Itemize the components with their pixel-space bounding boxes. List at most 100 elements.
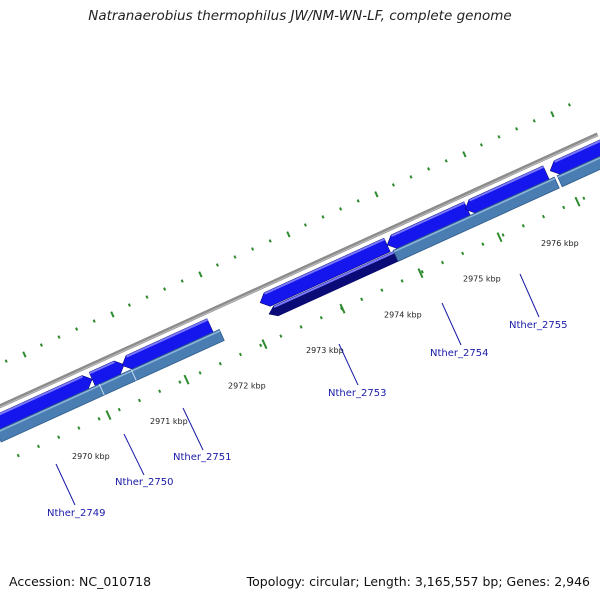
inner-tick bbox=[238, 352, 243, 357]
outer-tick bbox=[4, 359, 8, 363]
inner-tick bbox=[319, 315, 323, 320]
outer-tick bbox=[268, 239, 272, 243]
tick-label: 2974 kbp bbox=[384, 310, 422, 319]
gene-leader-line bbox=[338, 343, 359, 386]
outer-tick bbox=[427, 167, 431, 171]
feature-band-2 bbox=[392, 176, 560, 262]
inner-tick bbox=[562, 205, 566, 210]
outer-tick bbox=[356, 199, 360, 203]
cds-arrow-2 bbox=[88, 360, 125, 387]
outer-tick bbox=[92, 319, 96, 323]
gene-label: Nther_2753 bbox=[328, 388, 386, 399]
inner-tick bbox=[158, 389, 162, 394]
major-tick bbox=[105, 410, 112, 421]
outer-tick bbox=[532, 119, 536, 123]
inner-tick bbox=[117, 407, 121, 412]
cds-arrow-5-highlight bbox=[391, 201, 465, 237]
outer-tick bbox=[22, 351, 27, 358]
inner-tick bbox=[16, 453, 20, 458]
outer-tick bbox=[180, 279, 184, 283]
feature-band-3 bbox=[556, 155, 600, 188]
outer-tick bbox=[286, 231, 291, 238]
cds-arrow-4-highlight bbox=[264, 238, 385, 295]
outer-tick bbox=[75, 327, 79, 331]
outer-tick bbox=[550, 111, 555, 118]
outer-tick bbox=[39, 343, 43, 347]
inner-tick bbox=[97, 417, 101, 421]
outer-tick bbox=[374, 191, 379, 198]
feature-band-highlight bbox=[0, 330, 221, 432]
outer-tick bbox=[515, 127, 519, 131]
cds-arrow-2-highlight bbox=[89, 361, 115, 375]
outer-tick bbox=[321, 215, 325, 219]
inner-tick bbox=[198, 371, 202, 375]
gene-leader-line bbox=[441, 302, 462, 346]
major-tick bbox=[261, 339, 268, 350]
cds-arrow-dark bbox=[268, 249, 403, 317]
major-tick bbox=[183, 374, 190, 385]
cds-arrow-3-highlight bbox=[126, 318, 208, 358]
major-tick bbox=[574, 196, 581, 207]
inner-tick bbox=[420, 269, 424, 274]
outer-tick bbox=[110, 311, 115, 318]
inner-tick bbox=[380, 288, 384, 292]
tick-label: 2970 kbp bbox=[72, 452, 110, 461]
cds-arrow-1 bbox=[0, 375, 93, 430]
accession-text: Accession: NC_010718 bbox=[9, 574, 152, 589]
outer-tick bbox=[145, 295, 149, 299]
outer-tick bbox=[57, 335, 61, 339]
genome-title: Natranaerobius thermophilus JW/NM-WN-LF,… bbox=[88, 8, 512, 24]
inner-tick bbox=[360, 297, 364, 302]
outer-tick bbox=[497, 135, 501, 139]
inner-tick bbox=[137, 398, 142, 403]
feature-separator bbox=[98, 383, 105, 396]
gene-leader-line bbox=[123, 433, 145, 476]
inner-tick bbox=[77, 426, 81, 430]
major-tick bbox=[417, 268, 424, 279]
gene-label: Nther_2754 bbox=[430, 348, 488, 359]
major-tick bbox=[496, 232, 503, 243]
outer-tick bbox=[127, 303, 131, 307]
inner-tick bbox=[259, 343, 263, 348]
feature-separator bbox=[130, 369, 137, 381]
outer-tick bbox=[567, 103, 571, 107]
inner-tick bbox=[57, 435, 61, 439]
outer-tick bbox=[339, 207, 343, 211]
gene-leader-line bbox=[55, 463, 76, 506]
cds-arrow-7-highlight bbox=[554, 140, 600, 163]
outer-tick bbox=[303, 223, 307, 227]
gene-label: Nther_2749 bbox=[47, 508, 105, 519]
inner-tick bbox=[178, 380, 182, 384]
inner-tick bbox=[461, 251, 465, 256]
inner-tick bbox=[440, 260, 445, 265]
inner-tick bbox=[501, 233, 505, 237]
inner-tick bbox=[299, 325, 303, 329]
tick-label: 2976 kbp bbox=[541, 239, 579, 248]
outer-tick bbox=[391, 183, 395, 187]
inner-tick bbox=[400, 279, 404, 283]
genome-backbone bbox=[0, 132, 599, 409]
tick-label: 2975 kbp bbox=[463, 274, 501, 283]
cds-arrow-dark-highlight bbox=[273, 249, 399, 308]
outer-tick bbox=[251, 247, 255, 251]
inner-tick bbox=[481, 242, 485, 246]
feature-band-1 bbox=[0, 329, 225, 443]
outer-tick bbox=[462, 151, 467, 158]
major-tick bbox=[339, 303, 346, 314]
gene-label: Nther_2750 bbox=[115, 477, 173, 488]
feature-band-highlight bbox=[393, 177, 556, 253]
cds-arrow-1-highlight bbox=[0, 375, 83, 416]
outer-tick bbox=[163, 287, 167, 291]
inner-tick bbox=[36, 444, 41, 449]
gene-label: Nther_2755 bbox=[509, 320, 567, 331]
genome-backbone-highlight bbox=[0, 134, 598, 408]
outer-tick bbox=[444, 159, 448, 163]
outer-tick bbox=[215, 263, 219, 267]
gene-leader-line bbox=[519, 273, 540, 318]
outer-tick bbox=[198, 271, 203, 278]
outer-tick bbox=[479, 143, 483, 147]
inner-tick bbox=[541, 214, 546, 219]
outer-tick bbox=[233, 255, 237, 259]
inner-tick bbox=[279, 334, 283, 338]
